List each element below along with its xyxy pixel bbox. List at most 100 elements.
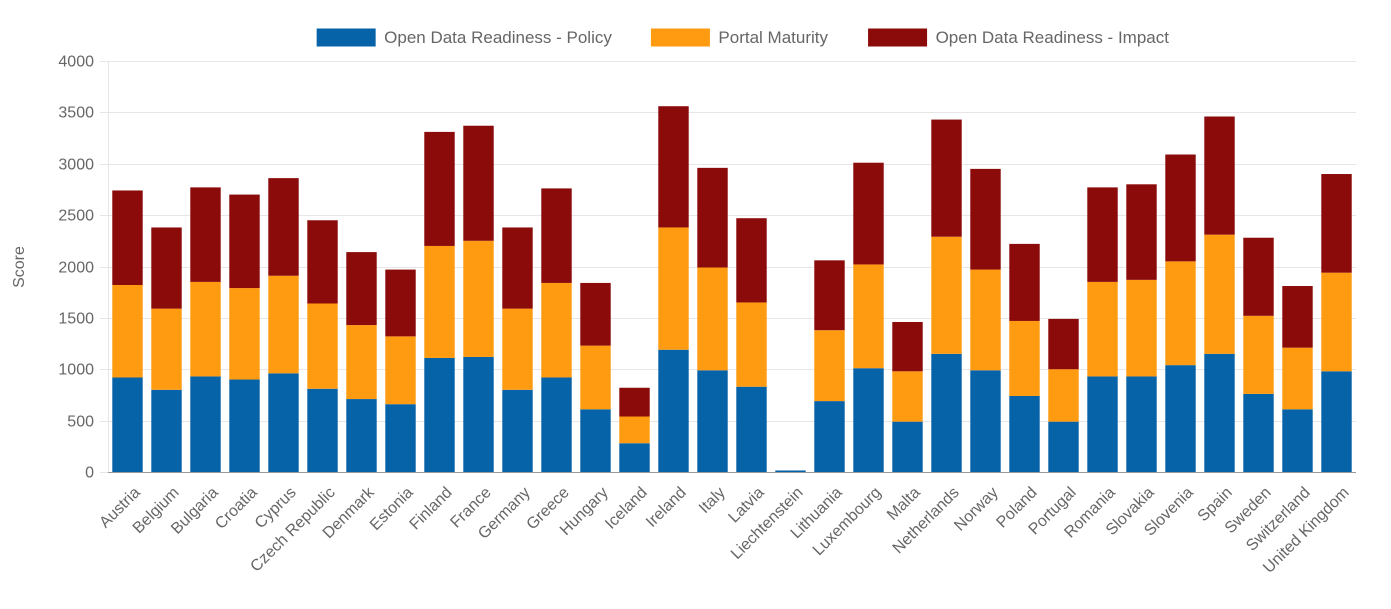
bar-segment[interactable] <box>268 373 299 472</box>
bar-segment[interactable] <box>112 190 143 285</box>
bar-segment[interactable] <box>1243 393 1274 472</box>
bar-segment[interactable] <box>307 303 338 389</box>
bar-segment[interactable] <box>892 321 923 372</box>
bar-segment[interactable] <box>424 131 455 246</box>
bar-segment[interactable] <box>190 281 221 377</box>
bar-segment[interactable] <box>1165 154 1196 262</box>
bar-segment[interactable] <box>853 368 884 472</box>
bar-segment[interactable] <box>970 370 1001 472</box>
bar-segment[interactable] <box>853 264 884 369</box>
bar-segment[interactable] <box>463 125 494 241</box>
bar-segment[interactable] <box>1282 286 1313 348</box>
bar-segment[interactable] <box>1165 261 1196 366</box>
bar-segment[interactable] <box>580 345 611 410</box>
bar-segment[interactable] <box>346 252 377 326</box>
bar-segment[interactable] <box>463 356 494 472</box>
bar-segment[interactable] <box>619 416 650 444</box>
bar-segment[interactable] <box>736 302 767 387</box>
bar-segment[interactable] <box>1321 272 1352 372</box>
bar-segment[interactable] <box>541 377 572 472</box>
bar-segment[interactable] <box>1243 237 1274 316</box>
bar-segment[interactable] <box>931 353 962 472</box>
bar-segment[interactable] <box>346 325 377 400</box>
bar-segment[interactable] <box>697 267 728 371</box>
bar-segment[interactable] <box>853 162 884 265</box>
bar-segment[interactable] <box>385 404 416 472</box>
bar-segment[interactable] <box>736 218 767 303</box>
legend-swatch <box>315 27 377 48</box>
bar-segment[interactable] <box>814 330 845 402</box>
bar-segment[interactable] <box>1243 315 1274 394</box>
bar-segment[interactable] <box>268 178 299 276</box>
bar-segment[interactable] <box>970 269 1001 371</box>
bar-segment[interactable] <box>1282 409 1313 472</box>
legend-item[interactable]: Open Data Readiness - Policy <box>315 27 612 48</box>
bar-segment[interactable] <box>619 387 650 417</box>
bar-segment[interactable] <box>1126 184 1157 280</box>
bar-segment[interactable] <box>268 275 299 374</box>
bar-segment[interactable] <box>1165 365 1196 472</box>
bar-segment[interactable] <box>1126 279 1157 377</box>
bar-segment[interactable] <box>190 376 221 472</box>
bar-segment[interactable] <box>970 168 1001 270</box>
bar-segment[interactable] <box>1204 234 1235 354</box>
bar-segment[interactable] <box>1282 347 1313 410</box>
bar-segment[interactable] <box>541 188 572 283</box>
bar-segment[interactable] <box>151 389 182 472</box>
bar-segment[interactable] <box>385 336 416 405</box>
bar-segment[interactable] <box>1048 318 1079 370</box>
bar-segment[interactable] <box>1204 116 1235 235</box>
bar-segment[interactable] <box>229 288 260 380</box>
bar-segment[interactable] <box>307 388 338 472</box>
bar-segment[interactable] <box>1009 395 1040 472</box>
bar-segment[interactable] <box>931 236 962 354</box>
bar-segment[interactable] <box>502 389 533 472</box>
bar-segment[interactable] <box>1009 243 1040 321</box>
bar-segment[interactable] <box>112 377 143 472</box>
y-tick-label: 3500 <box>58 105 94 122</box>
bar-segment[interactable] <box>1009 320 1040 396</box>
legend-swatch <box>649 27 711 48</box>
bar-segment[interactable] <box>580 409 611 472</box>
bar-segment[interactable] <box>931 119 962 237</box>
bar-segment[interactable] <box>658 106 689 228</box>
bar-segment[interactable] <box>1087 281 1118 377</box>
bar-segment[interactable] <box>580 282 611 346</box>
bar-segment[interactable] <box>1087 187 1118 282</box>
bar-segment[interactable] <box>775 470 806 472</box>
bar-segment[interactable] <box>346 399 377 472</box>
bar-segment[interactable] <box>1048 421 1079 472</box>
bar-segment[interactable] <box>736 386 767 472</box>
bar-segment[interactable] <box>1204 353 1235 472</box>
bar-segment[interactable] <box>151 308 182 390</box>
bar-segment[interactable] <box>1048 369 1079 422</box>
bar-segment[interactable] <box>1087 376 1118 472</box>
bar-segment[interactable] <box>1321 174 1352 273</box>
bar-segment[interactable] <box>424 245 455 358</box>
bar-segment[interactable] <box>697 370 728 472</box>
bar-segment[interactable] <box>658 227 689 350</box>
bar-segment[interactable] <box>658 349 689 472</box>
bar-segment[interactable] <box>502 308 533 390</box>
bar-segment[interactable] <box>697 167 728 268</box>
bar-segment[interactable] <box>892 371 923 422</box>
bar-segment[interactable] <box>541 282 572 378</box>
bar-segment[interactable] <box>619 443 650 472</box>
bar-segment[interactable] <box>229 194 260 289</box>
bar-segment[interactable] <box>502 227 533 309</box>
bar-segment[interactable] <box>112 285 143 378</box>
legend-item[interactable]: Open Data Readiness - Impact <box>867 27 1170 48</box>
bar-segment[interactable] <box>151 227 182 309</box>
bar-segment[interactable] <box>424 357 455 472</box>
bar-segment[interactable] <box>190 187 221 282</box>
bar-segment[interactable] <box>814 401 845 472</box>
bar-segment[interactable] <box>1321 371 1352 472</box>
bar-segment[interactable] <box>229 379 260 472</box>
bar-segment[interactable] <box>1126 376 1157 472</box>
bar-segment[interactable] <box>385 269 416 337</box>
bar-segment[interactable] <box>814 260 845 331</box>
bar-segment[interactable] <box>307 220 338 304</box>
legend-item[interactable]: Portal Maturity <box>649 27 829 48</box>
bar-segment[interactable] <box>892 421 923 472</box>
bar-segment[interactable] <box>463 240 494 357</box>
